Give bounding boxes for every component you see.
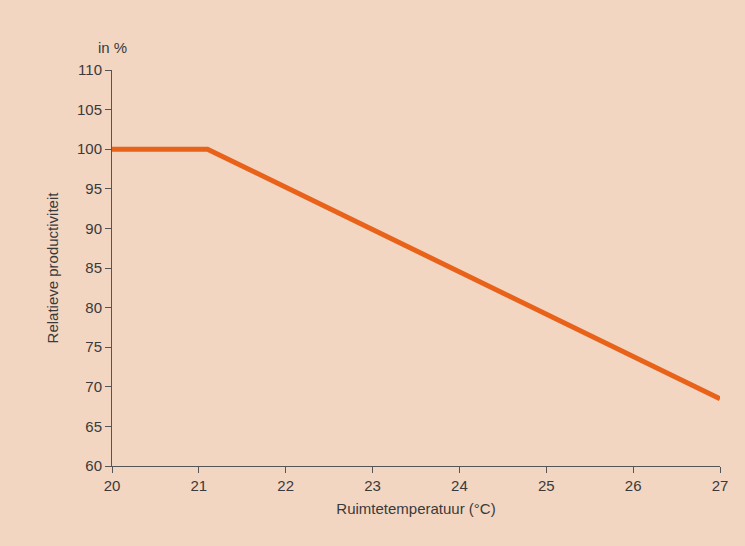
svg-text:Ruimtetemperatuur (°C): Ruimtetemperatuur (°C) — [336, 500, 495, 517]
svg-text:80: 80 — [85, 299, 102, 316]
svg-text:24: 24 — [451, 477, 468, 494]
svg-text:105: 105 — [77, 101, 102, 118]
svg-text:110: 110 — [78, 61, 102, 78]
svg-text:100: 100 — [77, 140, 102, 157]
svg-text:25: 25 — [538, 477, 555, 494]
svg-text:75: 75 — [85, 338, 102, 355]
svg-text:27: 27 — [712, 477, 729, 494]
svg-text:26: 26 — [625, 477, 642, 494]
svg-text:65: 65 — [85, 418, 102, 435]
svg-text:90: 90 — [85, 220, 102, 237]
svg-text:85: 85 — [85, 259, 102, 276]
svg-text:22: 22 — [277, 477, 294, 494]
svg-text:70: 70 — [85, 378, 102, 395]
svg-text:23: 23 — [364, 477, 381, 494]
svg-text:95: 95 — [85, 180, 102, 197]
svg-text:21: 21 — [191, 477, 208, 494]
svg-text:60: 60 — [85, 457, 102, 474]
svg-text:in %: in % — [98, 39, 127, 56]
svg-text:20: 20 — [104, 477, 121, 494]
svg-text:Relatieve productiviteit: Relatieve productiviteit — [44, 192, 61, 344]
